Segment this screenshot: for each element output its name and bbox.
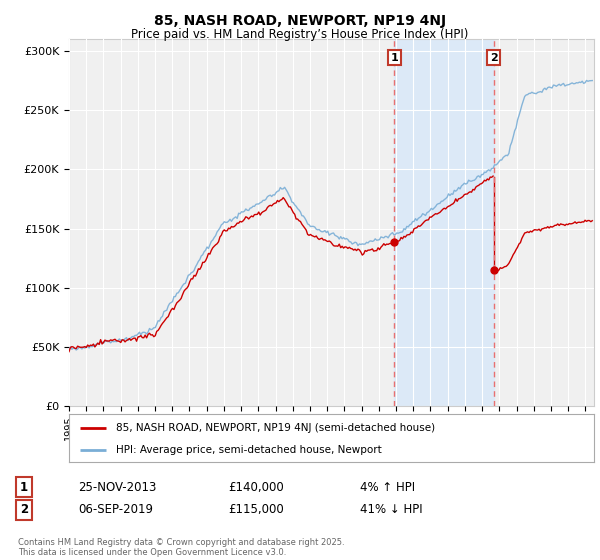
Text: 2: 2 <box>20 503 28 516</box>
Text: £140,000: £140,000 <box>228 480 284 494</box>
Bar <box>394 39 494 406</box>
Text: £115,000: £115,000 <box>228 503 284 516</box>
Text: Price paid vs. HM Land Registry’s House Price Index (HPI): Price paid vs. HM Land Registry’s House … <box>131 28 469 41</box>
Text: 06-SEP-2019: 06-SEP-2019 <box>78 503 153 516</box>
Text: 41% ↓ HPI: 41% ↓ HPI <box>360 503 422 516</box>
Text: 85, NASH ROAD, NEWPORT, NP19 4NJ: 85, NASH ROAD, NEWPORT, NP19 4NJ <box>154 14 446 28</box>
Text: Contains HM Land Registry data © Crown copyright and database right 2025.
This d: Contains HM Land Registry data © Crown c… <box>18 538 344 557</box>
Text: 85, NASH ROAD, NEWPORT, NP19 4NJ (semi-detached house): 85, NASH ROAD, NEWPORT, NP19 4NJ (semi-d… <box>116 423 436 433</box>
Text: 1: 1 <box>20 480 28 494</box>
Text: 1: 1 <box>391 53 398 63</box>
Text: 25-NOV-2013: 25-NOV-2013 <box>78 480 157 494</box>
Text: HPI: Average price, semi-detached house, Newport: HPI: Average price, semi-detached house,… <box>116 445 382 455</box>
Text: 4% ↑ HPI: 4% ↑ HPI <box>360 480 415 494</box>
Text: 2: 2 <box>490 53 497 63</box>
